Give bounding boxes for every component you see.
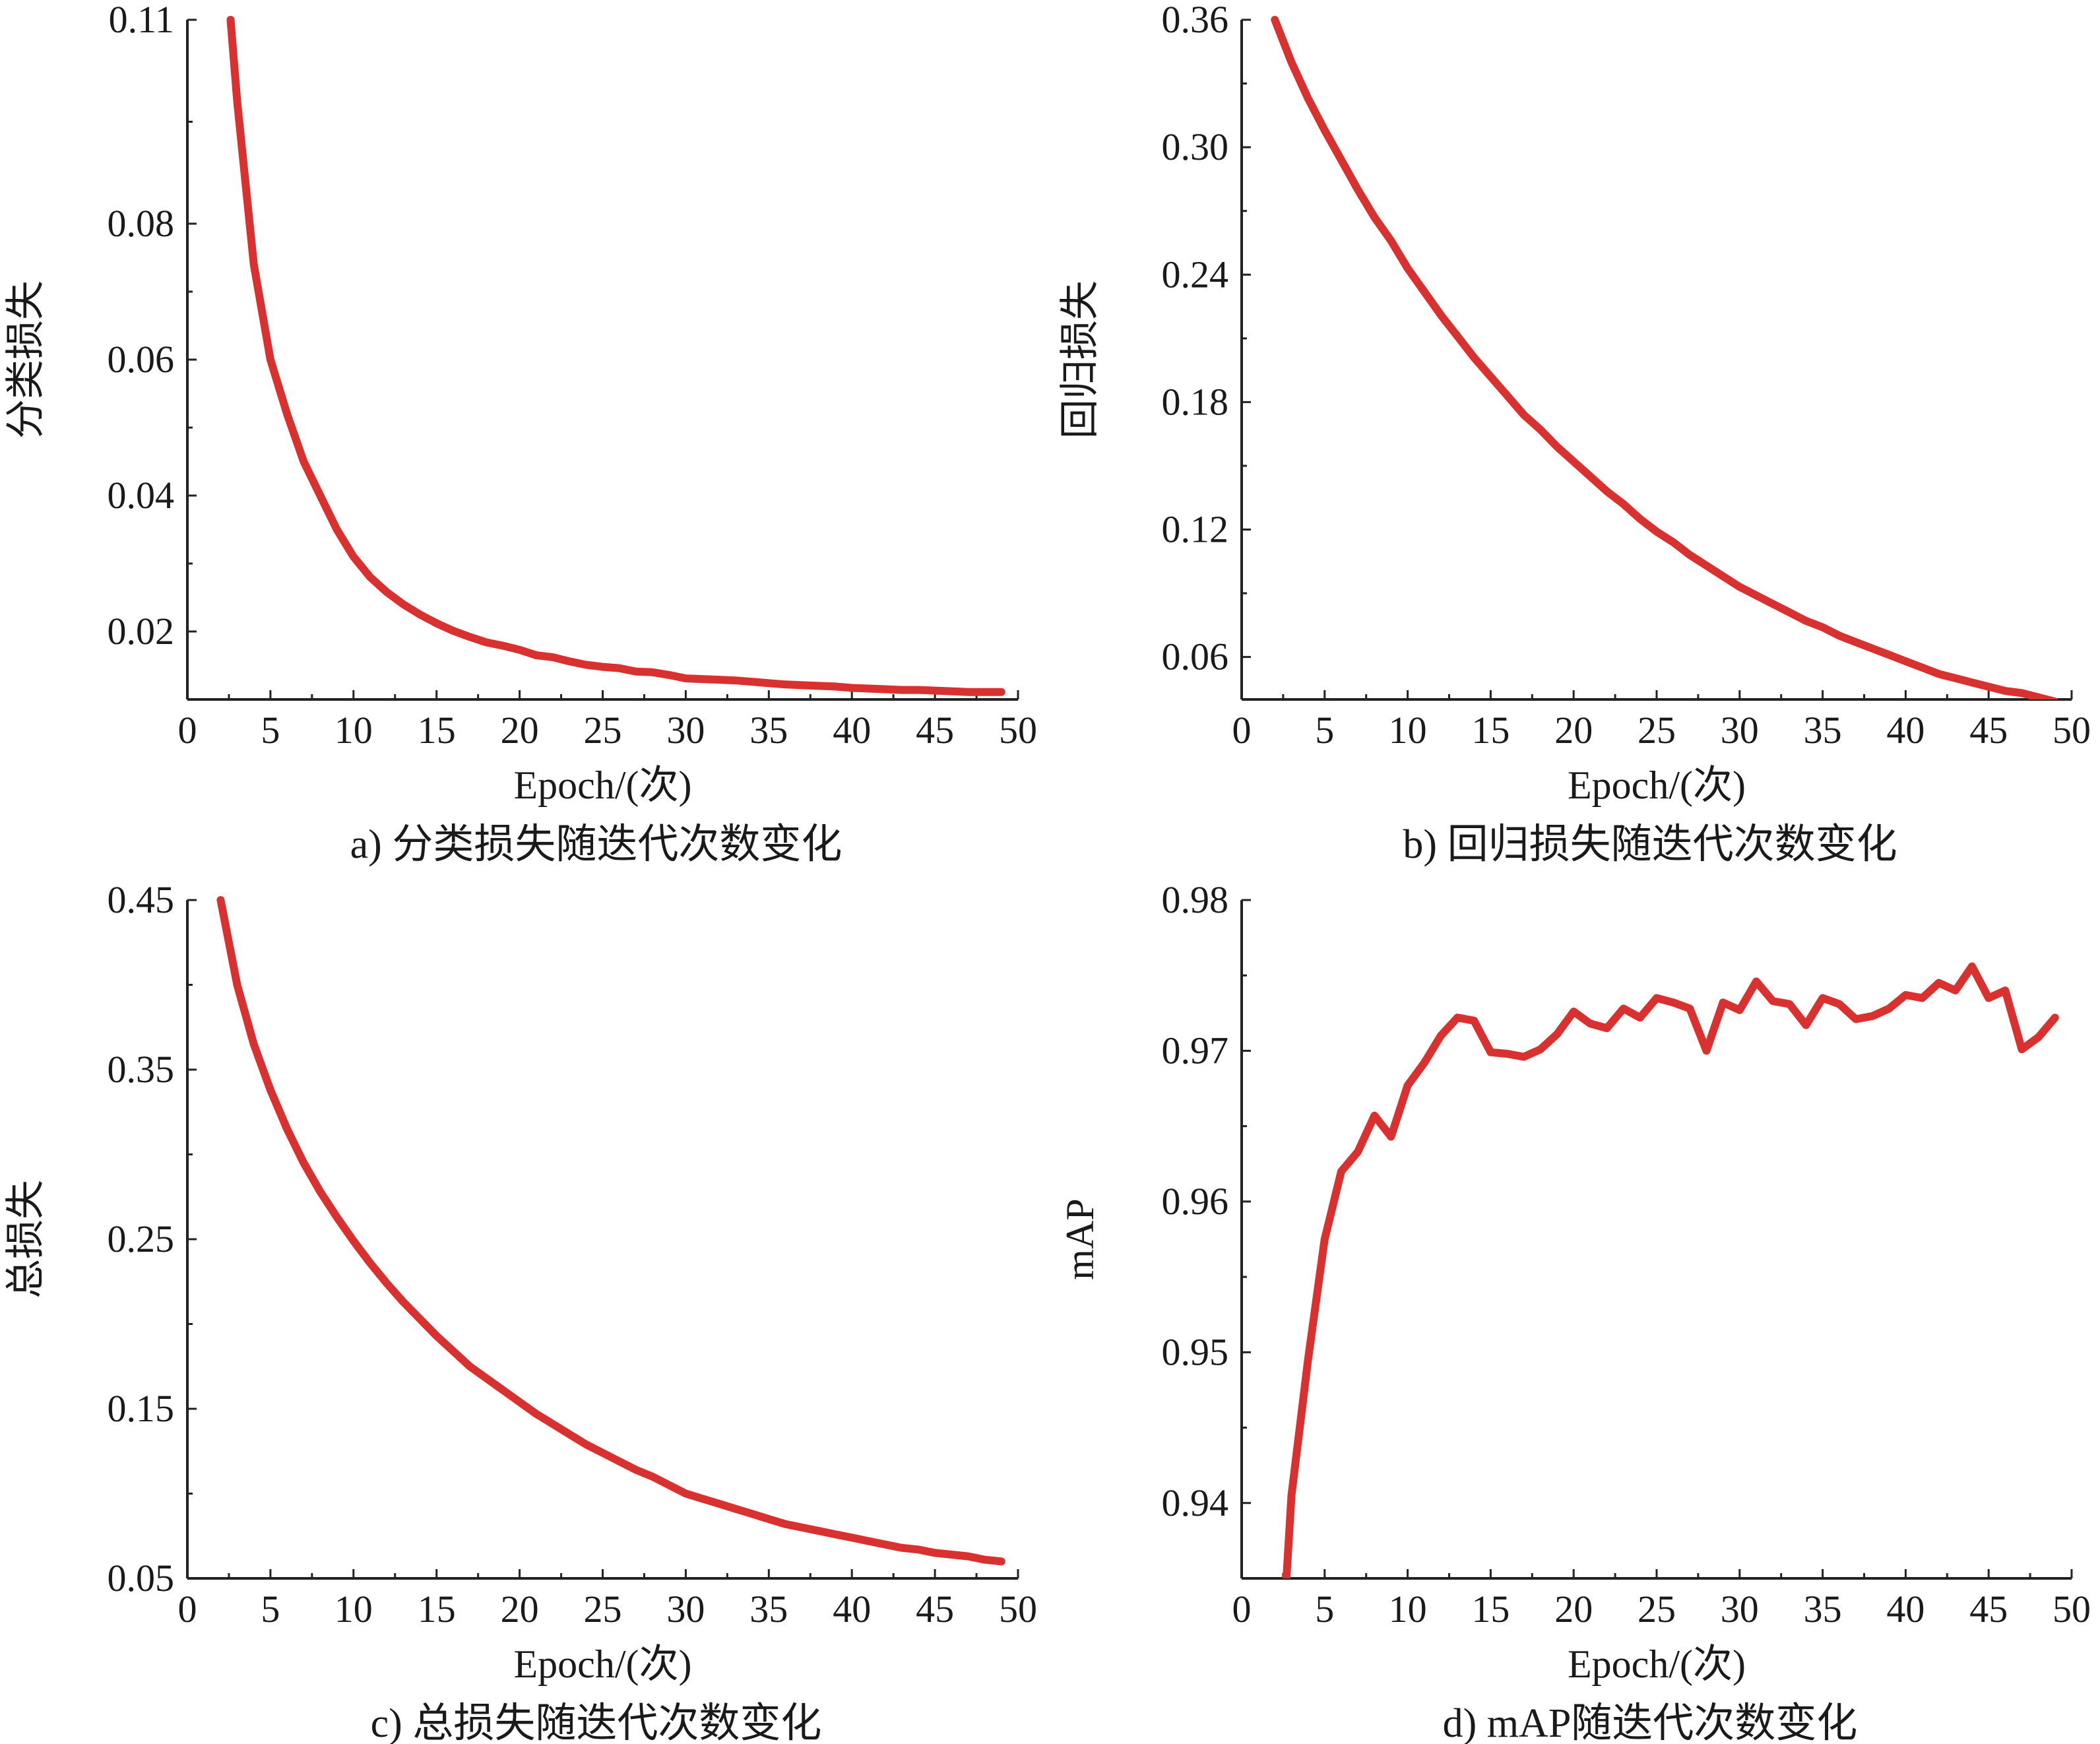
- x-tick-label: 0: [178, 1588, 197, 1631]
- x-tick-label: 20: [501, 709, 539, 752]
- x-tick-label: 45: [916, 709, 954, 752]
- x-tick-label: 15: [418, 709, 456, 752]
- x-tick-label: 30: [1721, 1588, 1759, 1631]
- x-tick-label: 50: [2052, 1588, 2091, 1631]
- x-tick-label: 50: [999, 1588, 1037, 1631]
- x-tick-label: 35: [1804, 709, 1842, 752]
- x-tick-label: 5: [261, 1588, 280, 1631]
- y-tick-label: 0.94: [1162, 1481, 1229, 1524]
- y-tick-label: 0.30: [1162, 125, 1229, 168]
- x-tick-label: 30: [1721, 709, 1759, 752]
- x-tick-label: 10: [334, 709, 373, 752]
- y-axis-title: 回归损失: [1058, 280, 1102, 439]
- y-tick-label: 0.97: [1162, 1029, 1229, 1072]
- y-axis-title: 分类损失: [4, 280, 48, 439]
- classification-loss-panel: 0 5 10 15 20 25 30 35 40 45 50 0.02 0.04 0.06 0.08 0.11…: [4, 0, 1037, 867]
- x-tick-label: 45: [1969, 1588, 2008, 1631]
- x-tick-label: 0: [178, 709, 197, 752]
- y-tick-label: 0.06: [108, 338, 175, 381]
- x-tick-label: 40: [833, 709, 871, 752]
- series-line: [226, 16, 1005, 696]
- x-tick-label: 5: [1315, 1588, 1334, 1631]
- panel-caption: b) 回归损失随迭代次数变化: [1403, 822, 1897, 867]
- panel-caption: d) mAP随迭代次数变化: [1443, 1701, 1858, 1744]
- x-tick-label: 15: [418, 1588, 456, 1631]
- x-tick-label: 25: [584, 1588, 622, 1631]
- y-tick-label: 0.25: [108, 1217, 175, 1260]
- x-axis-title: Epoch/(次): [514, 763, 692, 807]
- y-tick-label: 0.15: [108, 1387, 175, 1430]
- x-tick-label: 40: [1886, 709, 1925, 752]
- x-axis-title: Epoch/(次): [1568, 1642, 1746, 1686]
- y-tick-label: 0.36: [1162, 0, 1229, 41]
- x-tick-label: 50: [999, 709, 1037, 752]
- y-tick-label: 0.02: [108, 610, 175, 653]
- x-axis-title: Epoch/(次): [514, 1642, 692, 1686]
- x-tick-label: 30: [666, 1588, 705, 1631]
- x-tick-label: 20: [1554, 709, 1593, 752]
- y-tick-label: 0.24: [1162, 253, 1229, 296]
- total-loss-panel: 0 5 10 15 20 25 30 35 40 45 50 0.05 0.15 0.25 0.35 0.45…: [4, 878, 1037, 1744]
- series-line: [216, 896, 1005, 1566]
- x-tick-label: 5: [1315, 709, 1334, 752]
- x-tick-label: 45: [1969, 709, 2008, 752]
- x-tick-label: 35: [749, 709, 788, 752]
- y-tick-label: 0.45: [108, 878, 175, 921]
- y-tick-label: 0.06: [1162, 635, 1229, 678]
- x-tick-label: 20: [1554, 1588, 1593, 1631]
- map-panel: 0 5 10 15 20 25 30 35 40 45 50 0.94 0.95 0.96 0.97 0.98…: [1058, 878, 2091, 1744]
- y-axis-title: 总损失: [4, 1180, 48, 1299]
- y-tick-label: 0.95: [1162, 1330, 1229, 1373]
- y-tick-label: 0.08: [108, 202, 175, 245]
- panel-caption: a) 分类损失随迭代次数变化: [350, 822, 843, 867]
- y-tick-label: 0.11: [109, 0, 174, 41]
- x-tick-label: 10: [334, 1588, 373, 1631]
- y-tick-label: 0.05: [108, 1557, 175, 1599]
- y-tick-label: 0.96: [1162, 1180, 1229, 1223]
- x-tick-label: 45: [916, 1588, 954, 1631]
- x-tick-label: 20: [501, 1588, 539, 1631]
- x-tick-label: 0: [1232, 1588, 1252, 1631]
- x-tick-label: 0: [1232, 709, 1252, 752]
- y-tick-label: 0.18: [1162, 380, 1229, 423]
- x-tick-label: 30: [666, 709, 705, 752]
- regression-loss-panel: 0 5 10 15 20 25 30 35 40 45 50 0.06 0.12 0.18 0.24 0.30…: [1058, 0, 2091, 867]
- x-tick-label: 10: [1389, 1588, 1427, 1631]
- x-tick-label: 10: [1389, 709, 1427, 752]
- x-tick-label: 50: [2052, 709, 2091, 752]
- y-tick-label: 0.35: [108, 1048, 175, 1091]
- x-tick-label: 25: [1638, 1588, 1676, 1631]
- y-tick-label: 0.98: [1162, 878, 1229, 921]
- x-tick-label: 35: [1804, 1588, 1842, 1631]
- series-line: [1282, 962, 2059, 1578]
- panel-caption: c) 总损失随迭代次数变化: [371, 1701, 822, 1744]
- x-axis-title: Epoch/(次): [1568, 763, 1746, 807]
- x-tick-label: 15: [1471, 1588, 1510, 1631]
- x-tick-label: 40: [833, 1588, 871, 1631]
- y-axis-title: mAP: [1058, 1198, 1102, 1279]
- x-tick-label: 25: [584, 709, 622, 752]
- x-tick-label: 35: [749, 1588, 788, 1631]
- x-tick-label: 5: [261, 709, 280, 752]
- y-tick-label: 0.04: [108, 474, 175, 517]
- x-tick-label: 25: [1638, 709, 1676, 752]
- series-line: [1271, 16, 2058, 699]
- x-tick-label: 15: [1471, 709, 1510, 752]
- y-tick-label: 0.12: [1162, 508, 1229, 551]
- x-tick-label: 40: [1886, 1588, 1925, 1631]
